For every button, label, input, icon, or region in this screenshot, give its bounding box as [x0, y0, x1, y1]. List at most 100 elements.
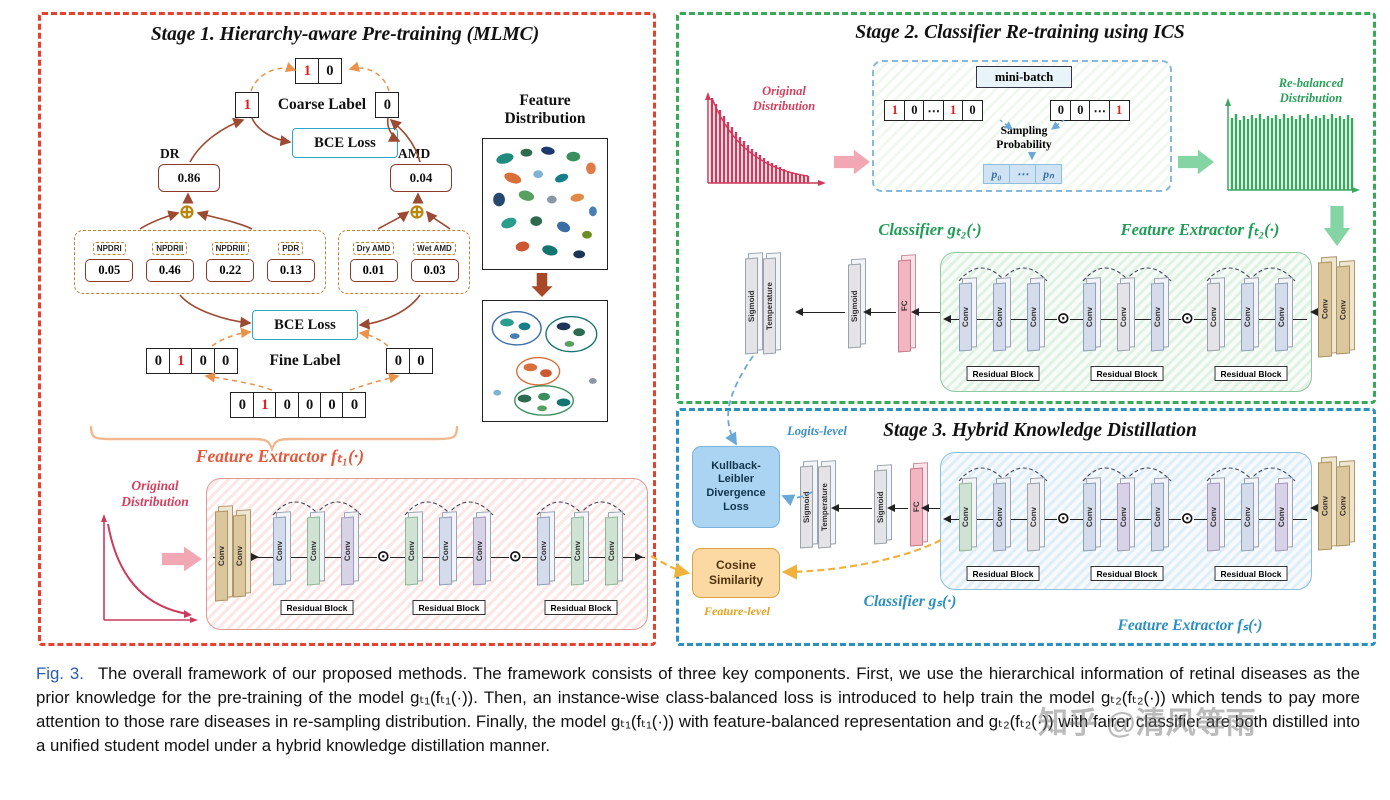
fine-cell: NPDRIII 0.22 — [206, 242, 255, 282]
residual-block-label: Residual Block — [966, 366, 1040, 381]
conv-layer: Conv — [1207, 482, 1220, 552]
stage3-resnet-box: Conv Conv Conv Residual Block ⊙ Conv Con… — [940, 452, 1312, 590]
sigmoid-layer: Sigmoid — [874, 469, 887, 545]
batch-bits-right: 0 0 ⋯ 1 — [1050, 100, 1130, 121]
bit: 1 — [295, 58, 320, 84]
sigmoid-layer: Sigmoid — [800, 465, 813, 549]
caption-fig-label: Fig. 3. — [36, 664, 84, 683]
bit: 1 — [1108, 100, 1130, 121]
conv-layer: Conv — [1027, 482, 1040, 552]
conv-layer: Conv — [1318, 461, 1332, 551]
rebalanced-distribution-label: Re-balanced Distribution — [1278, 76, 1344, 105]
residual-block: Conv Conv Conv Residual Block — [947, 457, 1059, 583]
residual-block-label: Residual Block — [1214, 566, 1288, 581]
tsne-scatter — [493, 146, 597, 259]
sigmoid-layer: Sigmoid — [848, 263, 861, 349]
conv-layer: Conv — [1241, 482, 1254, 552]
stage3-panel — [676, 408, 1376, 646]
fine-cell: PDR 0.13 — [266, 242, 315, 282]
bit: 0 — [191, 348, 216, 374]
arrowhead-icon — [1310, 503, 1318, 512]
stage2-resnet-box: Conv Conv Conv Residual Block ⊙ Conv Con… — [940, 252, 1312, 392]
stage3-title: Stage 3. Hybrid Knowledge Distillation — [883, 420, 1197, 441]
arrowhead-icon — [635, 553, 643, 561]
coarse-bit-left: 1 — [235, 92, 260, 118]
fine-value: 0.05 — [85, 259, 134, 282]
feature-distribution-title: Feature Distribution — [504, 92, 586, 127]
feature-level-label: Feature-level — [704, 604, 770, 618]
stage1-original-distribution-label: Original Distribution — [121, 478, 189, 510]
conv-layer: Conv — [537, 516, 550, 586]
flow-line — [213, 557, 645, 558]
mini-batch-label: mini-batch — [976, 66, 1072, 88]
conv-layer: Conv — [215, 510, 228, 602]
conv-layer: Conv — [1318, 261, 1332, 358]
conv-layer: Conv — [1117, 482, 1130, 552]
fine-header: NPDRIII — [211, 242, 249, 255]
fine-header: NPDRI — [92, 242, 126, 255]
skip-connection-arcs — [1206, 267, 1296, 282]
conv-layer: Conv — [959, 482, 972, 552]
fine-value: 0.03 — [410, 259, 459, 282]
bit: 0 — [408, 348, 433, 374]
residual-block-label: Residual Block — [412, 600, 486, 615]
flow-line — [836, 508, 872, 509]
bit: 0 — [962, 100, 984, 121]
bit: 1 — [168, 348, 193, 374]
conv-layer: Conv — [1275, 282, 1288, 352]
cosine-similarity-box: Cosine Similarity — [692, 548, 780, 598]
conv-layer: Conv — [307, 516, 320, 586]
arrowhead-icon — [911, 307, 919, 316]
stage1-title: Stage 1. Hierarchy-aware Pre-training (M… — [150, 24, 540, 45]
bit: 1 — [884, 100, 906, 121]
conv-layer: Conv — [341, 516, 354, 586]
original-distribution-histogram — [705, 92, 826, 186]
conv-layer: Conv — [1151, 282, 1164, 352]
sampling-probability-label: Sampling Probability — [996, 125, 1052, 152]
skip-connection-arcs — [958, 467, 1048, 482]
fine-cell: Wet AMD 0.03 — [410, 242, 459, 282]
stage2-title: Stage 2. Classifier Re-training using IC… — [855, 22, 1185, 43]
residual-block: Conv Conv Conv Residual Block — [1195, 257, 1307, 383]
figure-canvas: Stage 1. Hierarchy-aware Pre-training (M… — [38, 12, 1376, 646]
odot-icon: ⊙ — [1057, 310, 1070, 327]
stage2-classifier-label: Classifier gₜ₂(·) — [878, 220, 982, 239]
fine-header: Wet AMD — [413, 242, 456, 255]
fine-value: 0.13 — [266, 259, 315, 282]
fine-dr-group: NPDRI 0.05 NPDRII 0.46 NPDRIII 0.22 PDR … — [74, 230, 326, 294]
skip-connection-arcs — [1082, 267, 1172, 282]
arrowhead-icon — [1310, 307, 1318, 316]
conv-layer: Conv — [1117, 282, 1130, 352]
stage1-feature-extractor-label: Feature Extractor fₜ₁(·) — [195, 446, 365, 466]
conv-layer: Conv — [233, 514, 246, 598]
residual-block-label: Residual Block — [1214, 366, 1288, 381]
flow-line — [926, 508, 940, 509]
fine-label: Fine Label — [269, 352, 341, 369]
residual-block: Conv Conv Conv Residual Block — [261, 491, 373, 617]
curly-brace — [89, 425, 459, 452]
flow-line — [800, 312, 845, 313]
flow-line — [868, 312, 896, 313]
temperature-layer: Temperature — [763, 257, 776, 355]
arrowhead-icon — [887, 503, 895, 512]
stage2-panel — [676, 12, 1376, 404]
bottom-bits: 0 1 0 0 0 0 — [230, 392, 367, 418]
bit: 1 — [942, 100, 964, 121]
fine-value: 0.01 — [349, 259, 398, 282]
conv-layer: Conv — [605, 516, 618, 586]
bit: 0 — [146, 348, 171, 374]
arrowhead-icon — [251, 553, 259, 561]
conv-layer: Conv — [439, 516, 452, 586]
odot-icon: ⊙ — [377, 548, 390, 565]
conv-layer: Conv — [1151, 482, 1164, 552]
skip-connection-arcs — [958, 267, 1048, 282]
mini-batch-box: mini-batch 1 0 ⋯ 1 0 0 0 ⋯ 1 Sampling Pr… — [872, 60, 1172, 192]
odot-icon: ⊙ — [1181, 510, 1194, 527]
conv-layer: Conv — [1083, 482, 1096, 552]
residual-block-label: Residual Block — [1090, 566, 1164, 581]
original-distribution-curve — [101, 514, 198, 623]
skip-connection-arcs — [272, 501, 362, 516]
conv-layer: Conv — [473, 516, 486, 586]
arrowhead-icon — [795, 307, 803, 316]
bit: 0 — [386, 348, 411, 374]
